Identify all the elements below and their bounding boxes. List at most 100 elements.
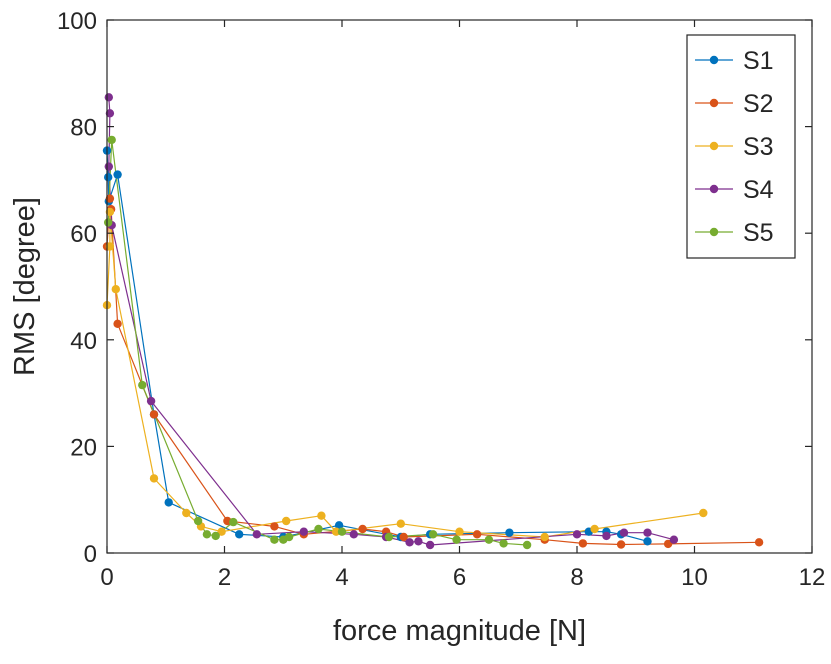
- axes-layer: 0 2 4 6 8 10 12 0 20 40 60 80 100 force magnitude [N]…: [9, 8, 825, 647]
- x-tick-label-3: 6: [453, 564, 466, 591]
- data-point-s5-9: [284, 532, 294, 542]
- series-line-s5: [107, 139, 528, 546]
- y-tick-label-3: 60: [70, 221, 97, 248]
- data-point-s4-7: [349, 530, 358, 539]
- data-point-s2-8: [358, 524, 367, 534]
- data-point-s5-11: [337, 527, 347, 536]
- series-line-s3: [106, 211, 704, 538]
- data-point-s1-6: [235, 530, 244, 539]
- data-point-s5-4: [202, 530, 212, 539]
- y-tick-label-5: 100: [57, 8, 97, 35]
- y-tick-label-1: 20: [70, 434, 97, 461]
- data-point-s1-5: [164, 498, 173, 507]
- data-point-s3-12: [455, 527, 464, 536]
- legend-label-s2: S2: [743, 90, 774, 118]
- data-point-s2-13: [578, 539, 588, 548]
- data-point-s5-0: [104, 218, 113, 227]
- series-line-s4: [108, 97, 675, 546]
- data-point-s5-15: [484, 535, 494, 544]
- data-point-s2-1: [105, 194, 115, 203]
- data-point-s4-1: [105, 109, 115, 118]
- data-point-s3-2: [105, 207, 115, 217]
- legend-label-s1: S1: [743, 47, 774, 75]
- legend-marker-s3: [709, 141, 719, 151]
- data-point-s1-15: [643, 537, 652, 546]
- x-tick-label-2: 4: [335, 564, 348, 591]
- data-point-s3-15: [699, 508, 708, 518]
- x-tick-label-5: 10: [681, 564, 708, 591]
- data-point-s4-4: [146, 396, 156, 406]
- data-point-s5-16: [499, 539, 508, 548]
- data-point-s4-13: [602, 531, 611, 541]
- data-point-s4-14: [619, 528, 629, 537]
- data-point-s4-15: [643, 528, 652, 537]
- data-point-s3-1: [105, 242, 115, 251]
- data-point-s2-16: [754, 538, 764, 547]
- legend-marker-s2: [709, 98, 719, 108]
- data-point-s2-15: [663, 539, 673, 549]
- data-point-s4-6: [299, 527, 308, 536]
- data-point-s3-4: [149, 474, 159, 483]
- data-point-s4-16: [669, 535, 679, 544]
- data-point-s3-11: [396, 519, 405, 528]
- data-point-s2-4: [149, 410, 159, 419]
- data-point-s5-17: [522, 540, 532, 550]
- data-point-s4-5: [252, 530, 261, 539]
- data-point-s1-1: [104, 173, 113, 182]
- data-point-s5-1: [107, 135, 116, 145]
- data-point-s4-10: [414, 537, 423, 546]
- data-point-s2-10: [399, 532, 408, 542]
- data-point-s2-6: [270, 522, 279, 531]
- x-tick-label-4: 8: [570, 564, 583, 591]
- legend-marker-s5: [709, 227, 719, 237]
- data-point-s5-10: [314, 524, 323, 534]
- series-points-layer: [102, 93, 764, 550]
- data-point-s3-7: [217, 527, 226, 536]
- data-point-s2-11: [472, 530, 482, 539]
- legend-marker-s4: [709, 184, 719, 194]
- data-point-s4-12: [572, 530, 582, 539]
- series-line-s2: [106, 198, 760, 546]
- data-point-s1-8: [334, 521, 344, 530]
- data-point-s3-13: [540, 532, 549, 542]
- data-point-s5-2: [138, 380, 147, 390]
- y-tick-label-2: 40: [70, 328, 97, 355]
- data-point-s4-9: [405, 538, 414, 547]
- series-lines-layer: [106, 97, 760, 546]
- legend: S1 S2 S3 S4 S5: [686, 34, 796, 259]
- data-point-s3-3: [111, 285, 121, 294]
- x-tick-label-1: 2: [218, 564, 231, 591]
- data-point-s4-11: [425, 540, 435, 550]
- data-point-s1-3: [113, 170, 122, 179]
- legend-label-s4: S4: [743, 176, 774, 204]
- y-axis-label: RMS [degree]: [9, 197, 41, 376]
- data-point-s5-14: [452, 535, 461, 544]
- data-point-s5-13: [428, 530, 438, 539]
- x-tick-label-6: 12: [799, 564, 826, 591]
- data-point-s5-7: [270, 535, 279, 544]
- data-point-s5-5: [211, 531, 220, 541]
- data-point-s2-14: [616, 540, 626, 549]
- data-point-s3-5: [182, 508, 191, 518]
- data-point-s4-0: [104, 93, 114, 102]
- legend-marker-s1: [709, 55, 719, 65]
- series-line-s1: [106, 150, 648, 542]
- data-point-s3-9: [317, 511, 326, 520]
- data-point-s2-3: [113, 319, 122, 328]
- data-point-s1-11: [505, 528, 514, 537]
- y-tick-label-0: 0: [84, 541, 97, 568]
- data-point-s5-3: [193, 516, 203, 526]
- x-axis-label: force magnitude [N]: [333, 615, 586, 647]
- data-point-s3-14: [590, 524, 599, 534]
- data-point-s4-2: [104, 162, 114, 171]
- x-tick-label-0: 0: [100, 564, 113, 591]
- legend-label-s3: S3: [743, 133, 774, 161]
- data-point-s5-6: [229, 517, 238, 527]
- y-tick-label-4: 80: [70, 115, 97, 142]
- data-point-s3-8: [282, 516, 291, 526]
- data-point-s5-12: [384, 532, 394, 542]
- legend-label-s5: S5: [743, 219, 774, 247]
- data-point-s3-10: [331, 527, 341, 536]
